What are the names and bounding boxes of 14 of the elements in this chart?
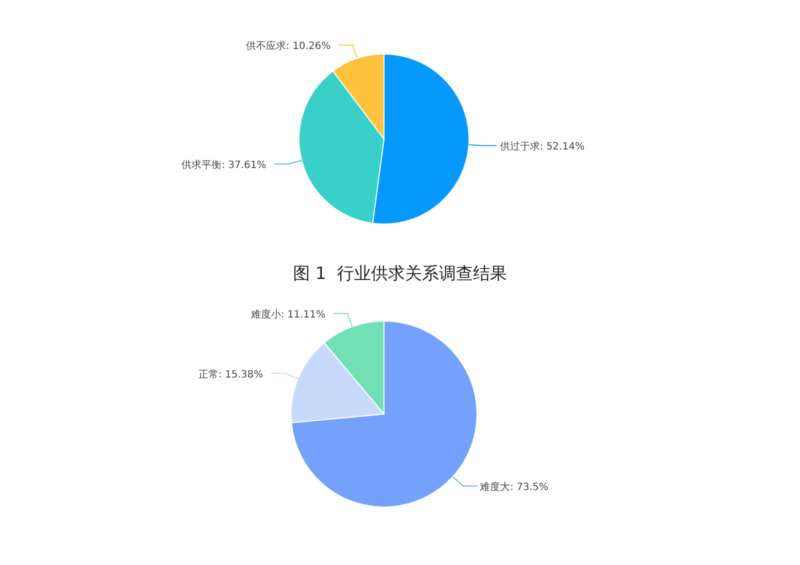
slice-label: 难度小 (250, 308, 281, 320)
data-label: : 10.26% (286, 41, 331, 52)
data-label: : 73.5% (510, 482, 548, 494)
data-label: : 15.38% (218, 369, 264, 380)
caption: 图 1 行业供求关系调查结果 (292, 263, 508, 285)
data-label: : 11.11% (280, 309, 326, 320)
data-label: : 52.14% (540, 142, 584, 153)
slice-label: 供求平衡 (182, 158, 222, 171)
slice-label: 供过于求 (500, 140, 540, 153)
slice-label: 正常 (198, 368, 218, 380)
slice-label: 难度大 (480, 481, 510, 494)
slice-label: 供不应求 (246, 40, 286, 52)
data-label: : 37.61% (222, 160, 266, 171)
pie-slice (290, 320, 478, 508)
